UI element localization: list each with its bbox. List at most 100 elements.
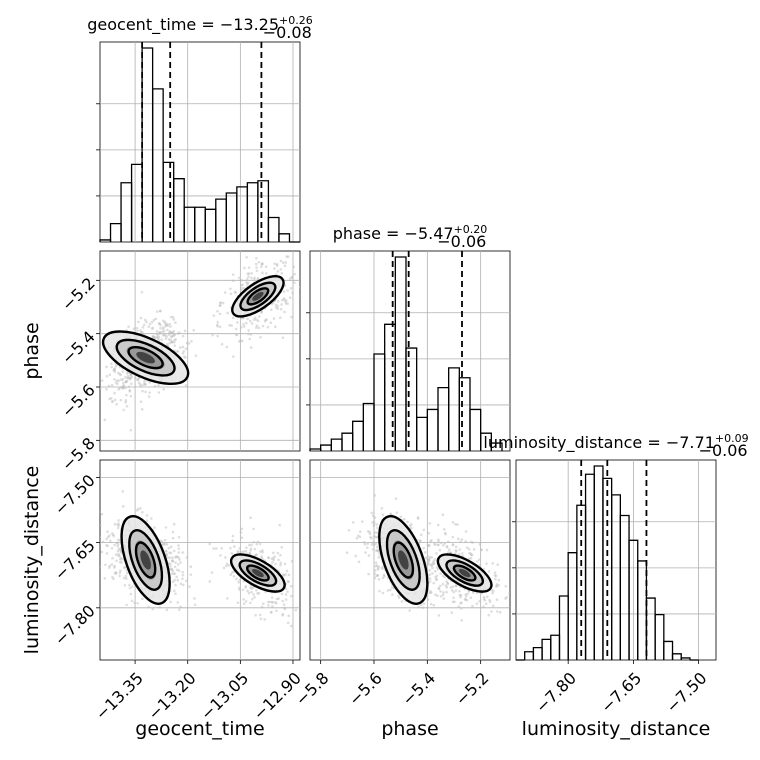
title-minus-geocent_time: −0.08: [263, 23, 312, 42]
sample-point: [421, 606, 425, 609]
sample-point: [181, 577, 184, 581]
hist-bar-geocent_time-15: [257, 180, 270, 242]
sample-point: [231, 539, 234, 542]
sample-point: [116, 541, 119, 545]
samples-phase-luminosity_distance: [345, 494, 526, 622]
sample-point: [259, 265, 263, 268]
sample-point: [111, 400, 114, 403]
contour-geocent_time-phase-mode-1-0: [231, 275, 285, 318]
sample-point: [226, 311, 229, 315]
sample-point: [221, 301, 225, 305]
sample-point: [94, 529, 97, 532]
title-plus-phase: +0.20: [454, 223, 488, 236]
sample-point: [445, 590, 448, 594]
sample-point: [124, 574, 128, 578]
hist-bar-phase-9: [405, 347, 418, 451]
hist-bar-luminosity_distance-9: [593, 465, 604, 660]
sample-point: [230, 571, 234, 574]
sample-point: [377, 577, 381, 581]
sample-point: [171, 580, 175, 584]
sample-point: [174, 555, 178, 558]
sample-point: [243, 266, 246, 270]
sample-point: [260, 311, 263, 315]
sample-point: [270, 596, 274, 599]
sample-point: [234, 327, 238, 331]
sample-point: [441, 593, 445, 597]
sample-point: [139, 507, 142, 510]
sample-point: [438, 548, 442, 552]
sample-point: [129, 394, 133, 398]
sample-point: [261, 271, 264, 275]
sample-point: [428, 580, 432, 583]
contour-geocent_time-luminosity_distance-mode-0-0: [120, 515, 171, 605]
sample-point: [114, 553, 118, 556]
sample-point: [286, 580, 290, 583]
hist-bar-luminosity_distance-2: [532, 646, 543, 660]
sample-point: [143, 383, 147, 386]
sample-point: [113, 398, 117, 402]
sample-point: [172, 329, 176, 333]
sample-point: [106, 530, 109, 534]
sample-point: [100, 523, 102, 527]
sample-point: [436, 567, 440, 571]
sample-point: [147, 325, 151, 329]
sample-point: [181, 570, 184, 574]
sample-point: [236, 321, 239, 324]
hist-bar-geocent_time-11: [215, 198, 227, 242]
sample-point: [250, 322, 254, 325]
hist-bar-phase-15: [469, 408, 482, 451]
sample-point: [375, 523, 379, 526]
sample-point: [523, 607, 526, 610]
sample-point: [255, 269, 259, 273]
sample-point: [249, 547, 253, 550]
sample-point: [123, 583, 127, 587]
sample-point: [391, 593, 394, 596]
sample-point: [367, 572, 370, 576]
title-minus-phase: −0.06: [437, 232, 486, 251]
sample-point: [173, 565, 177, 569]
sample-point: [247, 329, 250, 332]
sample-point: [244, 321, 248, 325]
sample-point: [279, 553, 282, 557]
sample-point: [247, 272, 251, 275]
sample-point: [347, 528, 351, 532]
sample-point: [216, 334, 219, 338]
sample-point: [238, 547, 242, 550]
sample-point: [140, 290, 144, 294]
sample-point: [255, 589, 258, 592]
sample-point: [457, 605, 461, 608]
sample-point: [125, 577, 128, 580]
sample-point: [458, 589, 461, 593]
sample-point: [478, 563, 482, 567]
hist-bar-geocent_time-5: [151, 88, 164, 242]
sample-point: [178, 608, 181, 611]
sample-point: [129, 374, 133, 377]
sample-point: [247, 332, 250, 336]
sample-point: [469, 553, 473, 557]
sample-point: [244, 549, 248, 553]
sample-point: [250, 276, 253, 280]
sample-point: [229, 287, 232, 291]
sample-point: [381, 567, 384, 570]
sample-point: [366, 529, 370, 533]
hist-bar-geocent_time-9: [194, 206, 206, 242]
sample-point: [273, 555, 276, 558]
sample-point: [169, 330, 173, 334]
sample-point: [121, 370, 125, 373]
tick-label-x-luminosity_distance-0: −7.80: [532, 668, 580, 716]
sample-point: [115, 402, 118, 406]
contour-phase-luminosity_distance-mode-1-0: [436, 553, 493, 593]
tick-label-y-luminosity_distance-1: −7.65: [51, 536, 99, 584]
sample-point: [218, 325, 222, 329]
tick-label-x-phase-3: −5.2: [452, 668, 493, 709]
axis-label-y-luminosity_distance: luminosity_distance: [21, 466, 43, 655]
sample-point: [436, 594, 439, 598]
sample-point: [504, 584, 508, 588]
sample-point: [427, 531, 431, 535]
sample-point: [130, 599, 134, 603]
sample-point: [250, 543, 253, 547]
sample-point: [494, 574, 498, 578]
sample-point: [167, 338, 171, 341]
sample-point: [372, 520, 376, 523]
sample-point: [280, 545, 284, 549]
